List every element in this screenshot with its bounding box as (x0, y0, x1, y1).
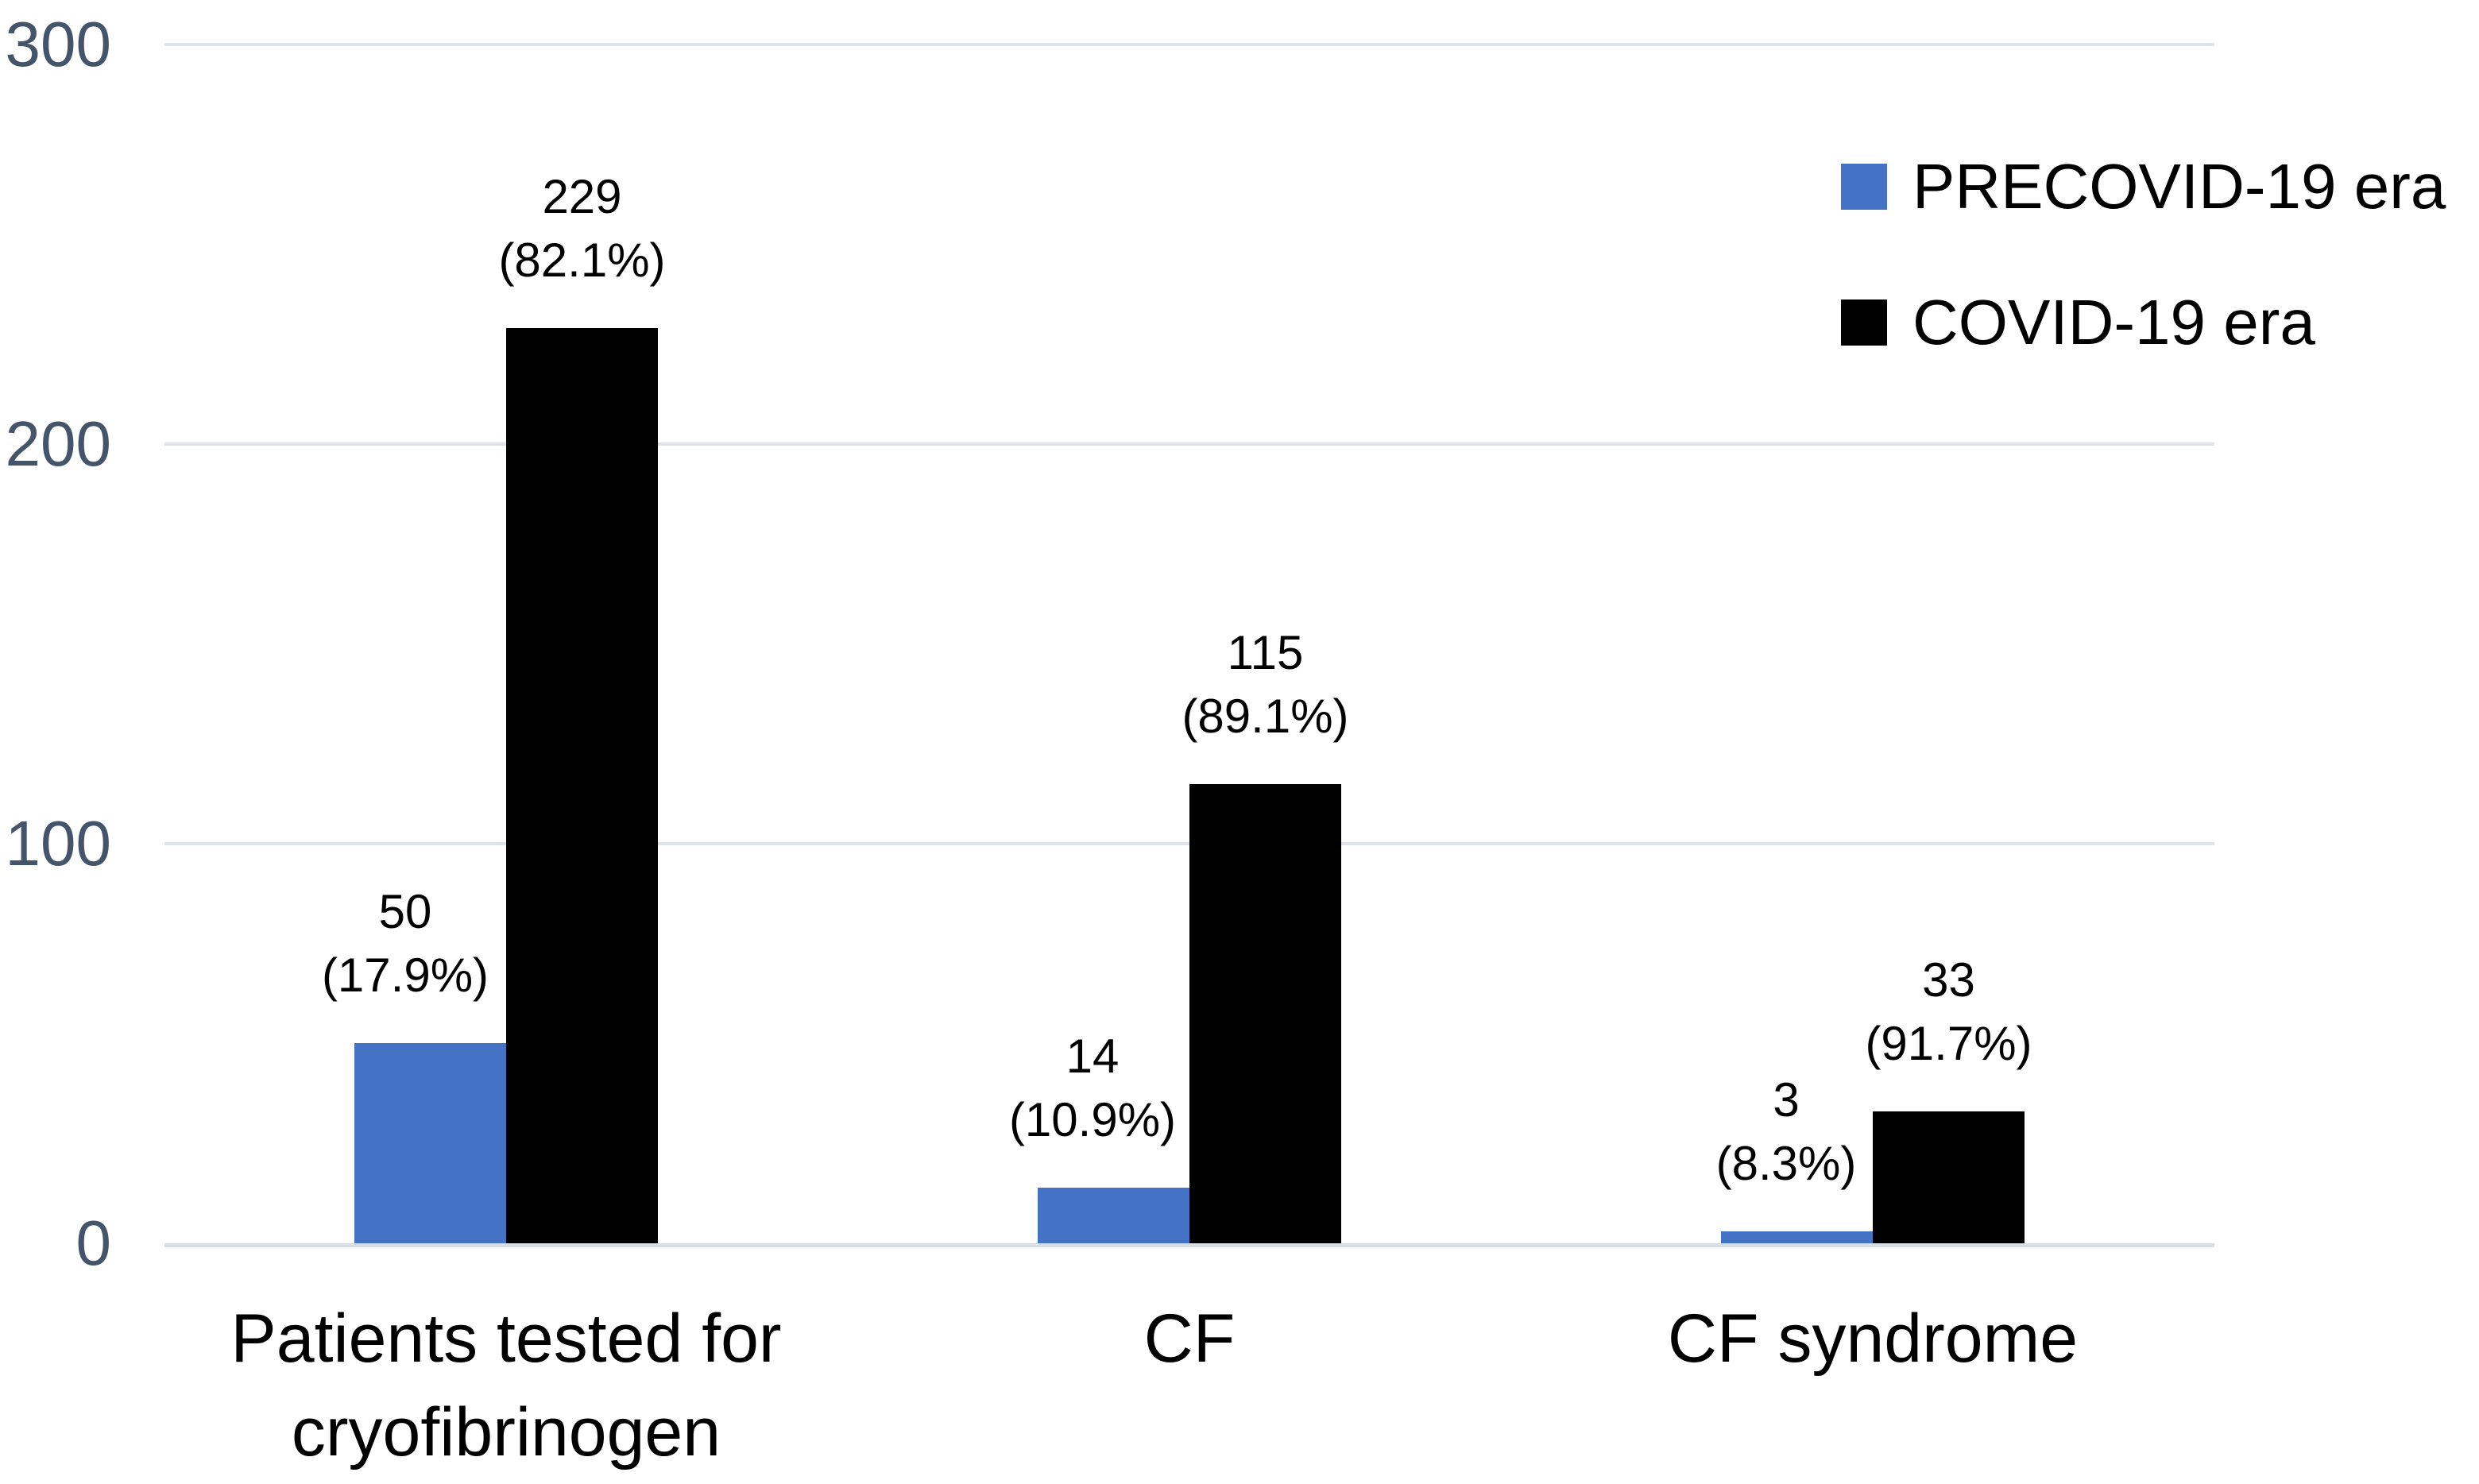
legend-label-precovid-19-era: PRECOVID-19 era (1912, 151, 2446, 222)
bar-covid-19-era-patients-tested-for-cryofibrinogen (506, 328, 658, 1243)
bar-label-line: 14 (1065, 1030, 1120, 1083)
bar-label-covid-19-era-cf-syndrome: 33 (91.7%) (1671, 949, 2227, 1076)
bar-precovid-19-era-cf (1038, 1188, 1189, 1243)
legend-item-precovid-19-era: PRECOVID-19 era (1841, 151, 2446, 222)
bar-precovid-19-era-cf-syndrome (1721, 1231, 1873, 1243)
bar-label-covid-19-era-patients-tested-for-cryofibrinogen: 229 (82.1%) (304, 165, 860, 292)
gridline-300 (164, 43, 2214, 46)
category-label-cf-syndrome: CF syndrome (1436, 1292, 2310, 1385)
category-label-line: CF (1143, 1300, 1236, 1377)
category-label-patients-tested-for-cryofibrinogen: Patients tested for cryofibrinogen (69, 1292, 943, 1479)
bar-label-precovid-19-era-cf: 14 (10.9%) (814, 1025, 1371, 1152)
bar-label-line: 33 (1922, 953, 1975, 1007)
legend-item-covid-19-era: COVID-19 era (1841, 287, 2315, 357)
bar-label-line: (17.9%) (321, 949, 489, 1002)
bar-label-line: (10.9%) (1008, 1093, 1177, 1146)
legend-label-covid-19-era: COVID-19 era (1912, 287, 2315, 357)
y-axis-tick-label-100: 100 (5, 808, 111, 879)
bar-covid-19-era-cf (1189, 784, 1341, 1243)
category-label-line: cryofibrinogen (291, 1394, 721, 1470)
x-axis-line (164, 1243, 2214, 1247)
bar-precovid-19-era-patients-tested-for-cryofibrinogen (354, 1043, 506, 1243)
category-label-cf: CF (752, 1292, 1626, 1385)
gridline-200 (164, 442, 2214, 446)
bar-label-line: (91.7%) (1865, 1017, 2032, 1070)
legend-swatch-precovid-19-era-icon (1841, 164, 1887, 210)
bar-label-line: 229 (542, 170, 622, 223)
legend-swatch-covid-19-era-icon (1841, 300, 1887, 346)
bar-label-line: 115 (1227, 626, 1304, 679)
y-axis-tick-label-300: 300 (5, 9, 111, 79)
category-label-line: CF syndrome (1667, 1300, 2079, 1377)
bar-label-line: (82.1%) (498, 234, 666, 287)
bar-label-line: 3 (1773, 1073, 1800, 1127)
bar-label-covid-19-era-cf: 115 (89.1%) (988, 621, 1544, 748)
category-label-line: Patients tested for (230, 1300, 782, 1377)
bar-label-line: (89.1%) (1181, 690, 1349, 743)
y-axis-tick-label-0: 0 (75, 1208, 112, 1278)
bar-covid-19-era-cf-syndrome (1873, 1111, 2025, 1243)
y-axis-tick-label-200: 200 (5, 408, 111, 479)
bar-label-precovid-19-era-cf-syndrome: 3 (8.3%) (1508, 1069, 2064, 1196)
bar-label-line: 50 (378, 885, 432, 938)
bar-label-precovid-19-era-patients-tested-for-cryofibrinogen: 50 (17.9%) (127, 880, 683, 1007)
bar-label-line: (8.3%) (1715, 1137, 1857, 1190)
